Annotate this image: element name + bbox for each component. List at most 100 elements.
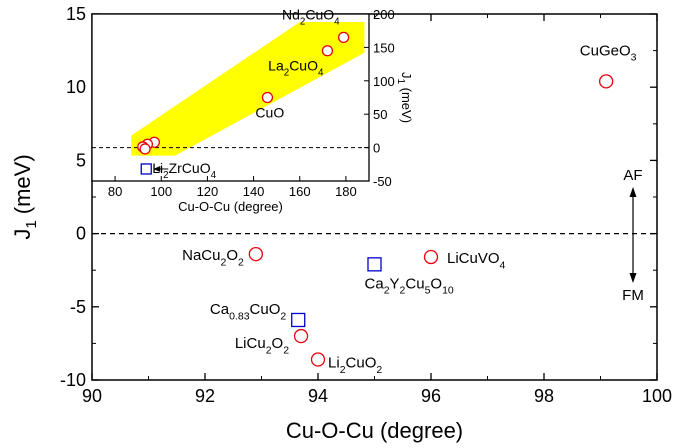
label-text: NaCu <box>182 247 220 264</box>
label-subscript: 2 <box>220 256 226 268</box>
point-label: CuGeO3 <box>580 42 637 63</box>
inset-y-axis-title-main: J <box>399 72 414 79</box>
data-point <box>423 249 439 265</box>
data-point <box>291 312 306 328</box>
inset-data-point <box>139 143 151 155</box>
y-axis-title-unit: (meV) <box>10 154 35 220</box>
label-text: Nd <box>282 6 300 22</box>
inset-data-point <box>321 45 334 57</box>
label-subscript: 2 <box>238 256 244 268</box>
inset-x-axis-title: Cu-O-Cu (degree) <box>178 199 283 214</box>
y-tick-label: 15 <box>66 4 86 24</box>
inset-point-label: La2CuO4 <box>268 58 324 79</box>
label-text: Ca <box>210 301 230 318</box>
label-text: CuO <box>255 105 284 121</box>
inset-data-point <box>337 31 350 44</box>
label-subscript: 2 <box>266 344 272 356</box>
af-arrow-head <box>629 187 637 197</box>
label-text: CuGeO <box>580 42 631 59</box>
data-point <box>310 352 326 367</box>
x-tick-label: 92 <box>195 386 215 406</box>
highlight-band <box>131 22 365 156</box>
inset-y-tick-label: 0 <box>373 141 380 156</box>
point-label: NaCu2O2 <box>182 247 244 268</box>
inset-y-tick-label: 50 <box>373 107 387 122</box>
label-subscript: 2 <box>400 285 406 297</box>
label-text: CuO <box>305 6 334 22</box>
y-tick-label: -5 <box>70 297 86 317</box>
label-subscript: 2 <box>376 364 382 376</box>
inset-y-tick-label: 150 <box>373 40 395 55</box>
label-text: LiCu <box>235 335 266 352</box>
y-axis-title: J1 (meV) <box>10 154 40 239</box>
inset-data-point <box>140 163 152 175</box>
label-subscript: 2 <box>284 68 289 79</box>
inset-data-point <box>261 91 274 104</box>
label-subscript: 10 <box>442 285 454 297</box>
inset-y-tick-label: 100 <box>373 74 395 89</box>
inset-y-tick-label: -50 <box>373 174 392 189</box>
label-text: O <box>430 275 442 292</box>
af-label: AF <box>623 167 642 184</box>
label-subscript: 4 <box>318 68 324 79</box>
y-tick-label: 10 <box>66 77 86 97</box>
label-text: Cu <box>405 275 424 292</box>
label-subscript: 2 <box>340 364 346 376</box>
inset-y-axis-title: J1 (meV) <box>395 72 414 123</box>
inset-x-tick-label: 80 <box>108 184 122 199</box>
inset-x-tick-label: 160 <box>289 184 311 199</box>
label-subscript: 4 <box>500 259 506 271</box>
label-subscript: 2 <box>283 344 289 356</box>
inset-x-tick-label: 140 <box>243 184 265 199</box>
label-subscript: 3 <box>631 52 637 64</box>
fm-label: FM <box>622 287 644 304</box>
inset-plot: 80 100 120 140 160 180 -50 0 50 100 150 200 Cu-O-Cu … <box>91 6 414 214</box>
label-text: ZrCuO <box>169 160 211 176</box>
inset-y-axis-title-unit: (meV) <box>399 84 414 123</box>
label-text: LiCuVO <box>447 250 500 267</box>
label-text: Ca <box>365 275 385 292</box>
label-text: CuO <box>250 301 281 318</box>
inset-y-axis-title-sub: 1 <box>395 78 406 84</box>
x-tick-label: 100 <box>642 386 672 406</box>
label-text: La <box>268 58 284 74</box>
inset-x-tick-label: 180 <box>335 184 357 199</box>
point-label: Li2CuO2 <box>328 355 382 376</box>
data-point <box>248 246 264 262</box>
label-text: O <box>272 335 284 352</box>
inset-x-tick-label: 100 <box>150 184 172 199</box>
data-point <box>293 328 309 344</box>
data-point <box>599 74 614 89</box>
label-text: Li <box>328 355 340 372</box>
label-subscript: 2 <box>163 170 168 181</box>
inset-x-tick-label: 120 <box>197 184 219 199</box>
label-subscript: 4 <box>334 16 340 27</box>
y-axis-title-main: J <box>10 229 35 240</box>
point-label: LiCu2O2 <box>235 335 289 356</box>
label-subscript: 5 <box>425 285 431 297</box>
y-tick-label: 0 <box>76 224 86 244</box>
y-axis-title-sub: 1 <box>23 220 40 228</box>
label-subscript: 4 <box>211 170 217 181</box>
inset-point-label: Nd2CuO4 <box>282 6 340 27</box>
label-subscript: 0.83 <box>229 310 250 322</box>
x-tick-label: 98 <box>534 386 554 406</box>
label-subscript: 2 <box>384 285 390 297</box>
label-text: O <box>226 247 238 264</box>
inset-y-tick-label: 200 <box>373 7 395 22</box>
inset-point-label: CuO <box>255 105 284 121</box>
label-subscript: 2 <box>280 310 286 322</box>
y-tick-label: 5 <box>76 150 86 170</box>
x-tick-label: 96 <box>421 386 441 406</box>
label-text: Y <box>390 275 400 292</box>
point-label: Ca0.83CuO2 <box>210 301 286 322</box>
label-text: CuO <box>346 355 377 372</box>
point-label: LiCuVO4 <box>447 250 506 271</box>
y-tick-label: -10 <box>60 370 86 390</box>
fm-arrow-head <box>629 273 637 283</box>
x-tick-label: 94 <box>308 386 328 406</box>
label-text: CuO <box>289 58 318 74</box>
label-subscript: 2 <box>300 16 305 27</box>
